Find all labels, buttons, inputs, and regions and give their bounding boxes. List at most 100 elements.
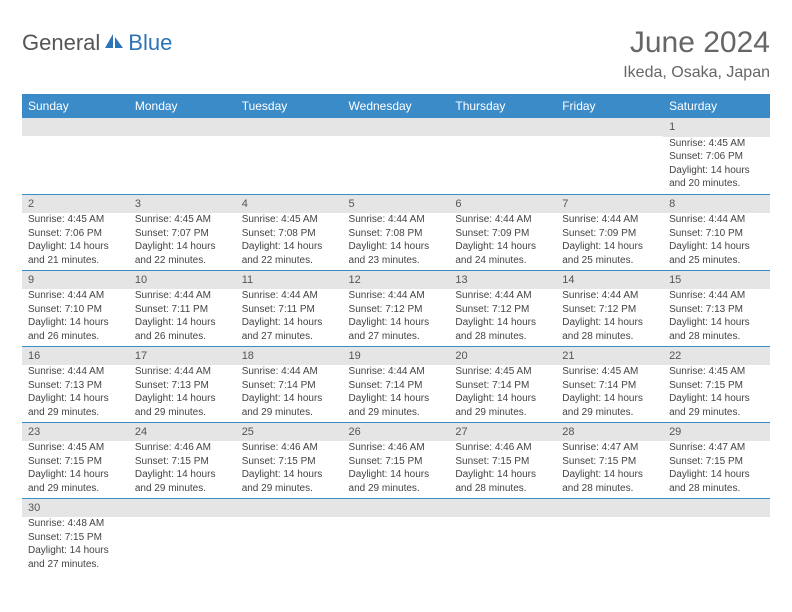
- calendar-day-cell: 21Sunrise: 4:45 AMSunset: 7:14 PMDayligh…: [556, 346, 663, 422]
- day-number: 23: [22, 423, 129, 442]
- calendar-week-row: 16Sunrise: 4:44 AMSunset: 7:13 PMDayligh…: [22, 346, 770, 422]
- sunrise-line: Sunrise: 4:44 AM: [343, 213, 450, 227]
- daylight-line-1: Daylight: 14 hours: [129, 468, 236, 482]
- sunrise-line: Sunrise: 4:44 AM: [236, 365, 343, 379]
- sunrise-line: Sunrise: 4:44 AM: [236, 289, 343, 303]
- daylight-line-1: Daylight: 14 hours: [663, 392, 770, 406]
- sunset-line: Sunset: 7:13 PM: [22, 379, 129, 393]
- sunset-line: Sunset: 7:06 PM: [22, 227, 129, 241]
- sunrise-line: Sunrise: 4:45 AM: [663, 365, 770, 379]
- sunrise-line: Sunrise: 4:45 AM: [236, 213, 343, 227]
- calendar-day-cell: 29Sunrise: 4:47 AMSunset: 7:15 PMDayligh…: [663, 422, 770, 498]
- sunrise-line: Sunrise: 4:44 AM: [556, 213, 663, 227]
- day-number: 24: [129, 423, 236, 442]
- day-number: 27: [449, 423, 556, 442]
- weekday-header: Wednesday: [343, 94, 450, 118]
- daylight-line-2: and 27 minutes.: [343, 330, 450, 344]
- daylight-line-1: Daylight: 14 hours: [663, 468, 770, 482]
- sunset-line: Sunset: 7:09 PM: [449, 227, 556, 241]
- sunrise-line: Sunrise: 4:46 AM: [236, 441, 343, 455]
- sunset-line: Sunset: 7:15 PM: [236, 455, 343, 469]
- calendar-page: General Blue June 2024 Ikeda, Osaka, Jap…: [0, 0, 792, 592]
- sunset-line: Sunset: 7:11 PM: [129, 303, 236, 317]
- sunset-line: Sunset: 7:15 PM: [556, 455, 663, 469]
- logo-text-general: General: [22, 30, 100, 56]
- sunset-line: Sunset: 7:08 PM: [343, 227, 450, 241]
- calendar-day-cell: 6Sunrise: 4:44 AMSunset: 7:09 PMDaylight…: [449, 194, 556, 270]
- calendar-day-cell: 26Sunrise: 4:46 AMSunset: 7:15 PMDayligh…: [343, 422, 450, 498]
- daylight-line-1: Daylight: 14 hours: [236, 392, 343, 406]
- sunrise-line: Sunrise: 4:45 AM: [22, 441, 129, 455]
- sunset-line: Sunset: 7:13 PM: [129, 379, 236, 393]
- calendar-empty-cell: [449, 118, 556, 194]
- day-number: 3: [129, 195, 236, 214]
- sunrise-line: Sunrise: 4:44 AM: [449, 213, 556, 227]
- daylight-line-2: and 29 minutes.: [22, 482, 129, 496]
- daylight-line-1: Daylight: 14 hours: [22, 392, 129, 406]
- weekday-header: Monday: [129, 94, 236, 118]
- calendar-day-cell: 7Sunrise: 4:44 AMSunset: 7:09 PMDaylight…: [556, 194, 663, 270]
- sunrise-line: Sunrise: 4:44 AM: [129, 365, 236, 379]
- sunrise-line: Sunrise: 4:45 AM: [129, 213, 236, 227]
- calendar-day-cell: 10Sunrise: 4:44 AMSunset: 7:11 PMDayligh…: [129, 270, 236, 346]
- sunset-line: Sunset: 7:15 PM: [22, 455, 129, 469]
- daylight-line-1: Daylight: 14 hours: [663, 316, 770, 330]
- daylight-line-2: and 26 minutes.: [22, 330, 129, 344]
- calendar-day-cell: 19Sunrise: 4:44 AMSunset: 7:14 PMDayligh…: [343, 346, 450, 422]
- daylight-line-2: and 23 minutes.: [343, 254, 450, 268]
- day-number: 4: [236, 195, 343, 214]
- calendar-day-cell: 13Sunrise: 4:44 AMSunset: 7:12 PMDayligh…: [449, 270, 556, 346]
- calendar-day-cell: 28Sunrise: 4:47 AMSunset: 7:15 PMDayligh…: [556, 422, 663, 498]
- daylight-line-2: and 25 minutes.: [663, 254, 770, 268]
- sunset-line: Sunset: 7:12 PM: [449, 303, 556, 317]
- daylight-line-2: and 20 minutes.: [663, 177, 770, 191]
- daylight-line-1: Daylight: 14 hours: [663, 164, 770, 178]
- day-number: 29: [663, 423, 770, 442]
- sunrise-line: Sunrise: 4:44 AM: [663, 213, 770, 227]
- calendar-day-cell: 20Sunrise: 4:45 AMSunset: 7:14 PMDayligh…: [449, 346, 556, 422]
- sunrise-line: Sunrise: 4:44 AM: [129, 289, 236, 303]
- daylight-line-2: and 28 minutes.: [556, 482, 663, 496]
- calendar-empty-cell: [236, 118, 343, 194]
- daylight-line-2: and 28 minutes.: [449, 482, 556, 496]
- sunrise-line: Sunrise: 4:45 AM: [556, 365, 663, 379]
- page-header: General Blue June 2024 Ikeda, Osaka, Jap…: [22, 26, 770, 82]
- calendar-day-cell: 3Sunrise: 4:45 AMSunset: 7:07 PMDaylight…: [129, 194, 236, 270]
- calendar-empty-cell: [236, 498, 343, 574]
- sunset-line: Sunset: 7:15 PM: [22, 531, 129, 545]
- daylight-line-1: Daylight: 14 hours: [22, 544, 129, 558]
- calendar-week-row: 30Sunrise: 4:48 AMSunset: 7:15 PMDayligh…: [22, 498, 770, 574]
- daylight-line-2: and 29 minutes.: [343, 406, 450, 420]
- calendar-day-cell: 14Sunrise: 4:44 AMSunset: 7:12 PMDayligh…: [556, 270, 663, 346]
- sunset-line: Sunset: 7:07 PM: [129, 227, 236, 241]
- daylight-line-1: Daylight: 14 hours: [343, 468, 450, 482]
- daylight-line-1: Daylight: 14 hours: [343, 392, 450, 406]
- daylight-line-1: Daylight: 14 hours: [449, 468, 556, 482]
- day-number: 28: [556, 423, 663, 442]
- sunset-line: Sunset: 7:15 PM: [663, 379, 770, 393]
- day-number: 25: [236, 423, 343, 442]
- calendar-day-cell: 8Sunrise: 4:44 AMSunset: 7:10 PMDaylight…: [663, 194, 770, 270]
- daylight-line-1: Daylight: 14 hours: [556, 316, 663, 330]
- daylight-line-2: and 22 minutes.: [129, 254, 236, 268]
- calendar-day-cell: 9Sunrise: 4:44 AMSunset: 7:10 PMDaylight…: [22, 270, 129, 346]
- calendar-day-cell: 22Sunrise: 4:45 AMSunset: 7:15 PMDayligh…: [663, 346, 770, 422]
- daylight-line-2: and 28 minutes.: [663, 330, 770, 344]
- calendar-week-row: 2Sunrise: 4:45 AMSunset: 7:06 PMDaylight…: [22, 194, 770, 270]
- day-number: 16: [22, 347, 129, 366]
- day-number: 11: [236, 271, 343, 290]
- daylight-line-1: Daylight: 14 hours: [556, 240, 663, 254]
- sunset-line: Sunset: 7:14 PM: [556, 379, 663, 393]
- sunset-line: Sunset: 7:14 PM: [236, 379, 343, 393]
- daylight-line-1: Daylight: 14 hours: [236, 316, 343, 330]
- day-number: 26: [343, 423, 450, 442]
- day-number: 6: [449, 195, 556, 214]
- daylight-line-1: Daylight: 14 hours: [22, 316, 129, 330]
- sunset-line: Sunset: 7:11 PM: [236, 303, 343, 317]
- weekday-header: Saturday: [663, 94, 770, 118]
- daylight-line-2: and 29 minutes.: [236, 406, 343, 420]
- day-number: 1: [663, 118, 770, 137]
- calendar-day-cell: 16Sunrise: 4:44 AMSunset: 7:13 PMDayligh…: [22, 346, 129, 422]
- logo: General Blue: [22, 30, 172, 56]
- title-block: June 2024 Ikeda, Osaka, Japan: [623, 26, 770, 82]
